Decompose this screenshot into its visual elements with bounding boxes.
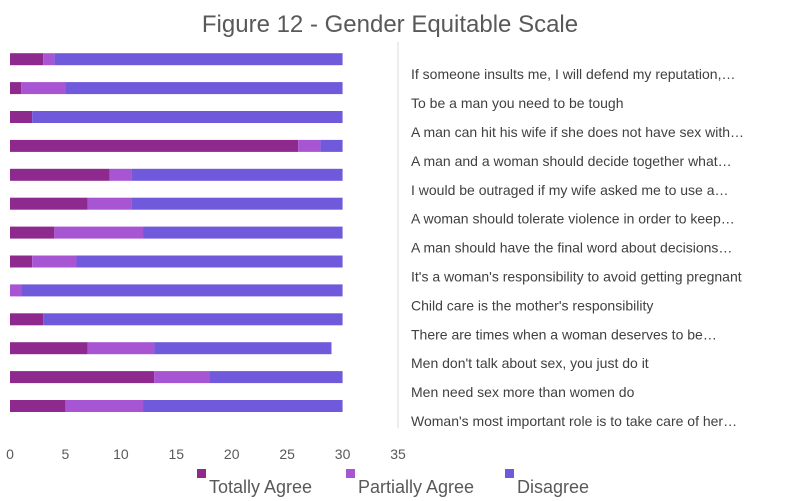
category-label: It's a woman's responsibility to avoid g… (411, 269, 742, 285)
category-label: Child care is the mother's responsibilit… (411, 297, 653, 313)
bar-segment (143, 226, 343, 239)
category-label: Men don't talk about sex, you just do it (411, 355, 649, 371)
category-label: To be a man you need to be tough (411, 95, 624, 111)
bar-segment (154, 342, 332, 355)
bars-layer (10, 53, 343, 412)
x-tick-label: 25 (279, 446, 295, 462)
category-label: Woman's most important role is to take c… (411, 413, 737, 429)
legend-label: Disagree (517, 477, 589, 497)
bar-segment (10, 53, 44, 66)
bar-segment (10, 400, 66, 412)
bar-segment (10, 371, 155, 384)
bar-segment (131, 168, 343, 181)
x-tick-label: 35 (390, 446, 406, 462)
bar-segment (65, 400, 144, 412)
bar-segment (10, 139, 299, 152)
bar-segment (10, 313, 44, 326)
legend-swatch (505, 469, 514, 478)
category-label: Men need sex more than women do (411, 384, 635, 400)
x-tick-label: 0 (6, 446, 14, 462)
bar-segment (32, 255, 77, 268)
bar-segment (43, 53, 55, 66)
x-tick-label: 15 (168, 446, 184, 462)
bar-segment (87, 197, 132, 210)
x-tick-label: 20 (224, 446, 240, 462)
chart-title: Figure 12 - Gender Equitable Scale (202, 11, 578, 38)
x-axis-ticks: 0 5 10 15 20 25 30 35 (6, 446, 406, 462)
bar-segment (143, 400, 343, 412)
bar-segment (54, 226, 144, 239)
category-label: If someone insults me, I will defend my … (411, 66, 735, 82)
bar-segment (209, 371, 343, 384)
bar-segment (10, 111, 33, 123)
x-tick-label: 30 (335, 446, 351, 462)
category-label: A man and a woman should decide together… (411, 153, 732, 169)
bar-segment (10, 197, 88, 210)
bar-segment (21, 284, 343, 297)
bar-segment (87, 342, 155, 355)
x-tick-label: 5 (62, 446, 70, 462)
bar-segment (21, 82, 66, 95)
category-label: There are times when a woman deserves to… (411, 326, 717, 342)
bar-segment (10, 168, 110, 181)
category-label: A man should have the final word about d… (411, 240, 732, 256)
x-tick-label: 10 (113, 446, 129, 462)
legend-swatch (197, 469, 206, 478)
bar-segment (320, 139, 343, 152)
bar-segment (10, 255, 33, 268)
bar-segment (298, 139, 321, 152)
bar-segment (43, 313, 343, 326)
bar-segment (76, 255, 343, 268)
bar-segment (131, 197, 343, 210)
bar-segment (65, 82, 343, 95)
bar-segment (109, 168, 132, 181)
category-labels: Woman's most important role is to take c… (411, 66, 744, 429)
bar-segment (32, 111, 343, 123)
legend-swatch (346, 469, 355, 478)
bar-segment (154, 371, 210, 384)
bar-segment (10, 226, 55, 239)
bar-segment (10, 284, 22, 297)
legend: Totally Agree Partially Agree Disagree (197, 469, 589, 497)
category-label: A woman should tolerate violence in orde… (411, 211, 735, 227)
category-label: A man can hit his wife if she does not h… (411, 124, 744, 140)
bar-segment (10, 82, 22, 95)
category-label: I would be outraged if my wife asked me … (411, 182, 729, 198)
legend-label: Totally Agree (209, 477, 312, 497)
bar-segment (54, 53, 343, 66)
bar-segment (10, 342, 88, 355)
legend-label: Partially Agree (358, 477, 474, 497)
